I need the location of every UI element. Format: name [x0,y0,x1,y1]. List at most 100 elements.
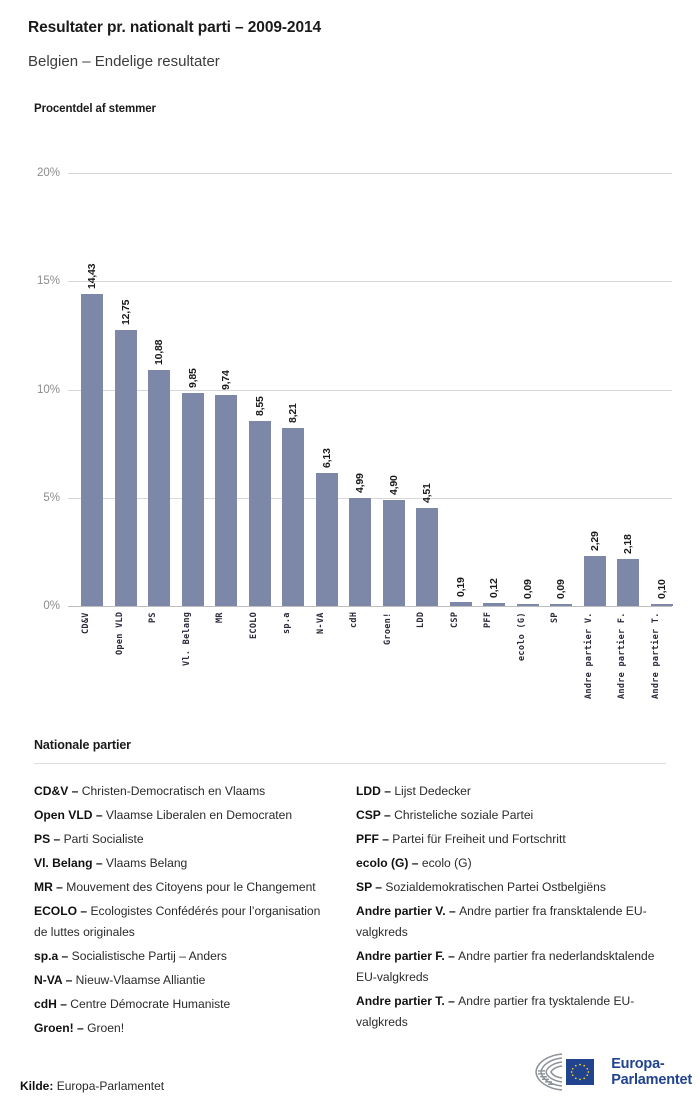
legend-item: Andre partier F. – Andre partier fra ned… [356,946,656,988]
x-tick-label: CD&V [81,612,91,634]
legend-abbreviation: sp.a – [34,949,72,963]
legend-abbreviation: Andre partier T. – [356,994,459,1008]
y-tick-label: 5% [43,491,60,504]
bar[interactable] [449,601,472,606]
legend-item: Vl. Belang – Vlaams Belang [34,853,334,874]
legend-abbreviation: CSP – [356,808,395,822]
legend-full-name: Ecologistes Confédérés pour l’organisati… [34,904,321,939]
bar[interactable] [416,508,438,606]
bar-value-label: 8,21 [287,403,299,424]
logo-line-1: Europa- [611,1056,665,1072]
legend-item: PS – Parti Socialiste [34,829,334,850]
x-tick-label: Andre partier F. [617,612,627,699]
legend-column-right: LDD – Lijst Dedecker CSP – Christeliche s… [356,781,656,1042]
bar-value-label: 4,51 [421,483,433,504]
x-tick-label: Open VLD [114,612,125,656]
legend-full-name: Andre partier fra tysktalende EU-valgkre… [356,994,635,1029]
y-axis-caption: Procentdel af stemmer [34,103,156,115]
legend-abbreviation: PS – [34,832,64,846]
legend-item: CD&V – Christen-Democratisch en Vlaams [34,781,334,802]
bar-value-label: 0,09 [521,579,534,600]
legend-column-left: CD&V – Christen-Democratisch en Vlaams Op… [34,781,334,1042]
legend-abbreviation: Andre partier V. – [356,904,460,918]
x-tick-label: PFF [483,612,493,629]
bar-value-label: 0,12 [488,578,500,599]
source-label: Kilde: [20,1079,54,1093]
x-tick-label: LDD [416,612,426,629]
x-tick-label: SP [550,612,560,623]
y-tick-label: 10% [36,383,60,396]
legend-abbreviation: Groen! – [34,1021,88,1035]
bar[interactable] [382,499,405,606]
logo-line-2: Parlamentet [611,1072,692,1088]
gridline [68,389,672,391]
bar[interactable] [81,293,103,606]
legend-full-name: Andre partier fra fransktalende EU-valgk… [356,904,647,939]
bar[interactable] [248,420,271,606]
legend-full-name: Lijst Dedecker [394,784,471,798]
bar-value-label: 2,18 [622,534,634,554]
legend-full-name: Nieuw-Vlaamse Alliantie [75,973,206,987]
x-tick-label: ecolo (G) [516,612,527,661]
gridline [68,173,672,174]
bar[interactable] [114,329,137,606]
bar[interactable] [650,603,673,606]
bar[interactable] [215,395,237,606]
bar-value-label: 0,10 [655,579,668,599]
x-tick-label: Groen! [382,612,393,645]
legend-full-name: Partei für Freiheit und Fortschritt [392,832,566,846]
bar[interactable] [617,558,639,606]
source-note: Kilde: Europa-Parlamentet [20,1079,164,1093]
legend-full-name: ecolo (G) [421,856,472,870]
x-tick-label: cdH [349,612,359,629]
gridline [68,281,672,283]
x-tick-label: MR [215,612,225,623]
bar-value-label: 8,55 [253,396,266,416]
legend-abbreviation: ecolo (G) – [356,856,422,870]
legend-item: CSP – Christeliche soziale Partei [356,805,656,826]
hemicycle-icon [535,1053,595,1091]
bar-value-label: 6,13 [320,448,333,469]
bar-value-label: 4,90 [387,475,400,495]
legend-full-name: Sozialdemokratischen Partei Ostbelgiëns [385,880,606,894]
y-tick-label: 0% [43,600,60,612]
bar-value-label: 10,88 [153,340,165,366]
x-tick-label: N-VA [315,612,326,634]
legend-abbreviation: Andre partier F. – [356,949,459,963]
page-subtitle: Belgien – Endelige resultater [28,53,220,70]
legend-divider [34,763,666,764]
logo-wordmark: Europa- Parlamentet [611,1056,692,1088]
legend-abbreviation: cdH – [34,997,71,1011]
bar[interactable] [483,603,505,606]
legend-full-name: Andre partier fra nederlandsktalende EU-… [356,949,655,984]
legend-item: sp.a – Socialistische Partij – Anders [34,946,334,967]
x-axis-line [68,606,672,607]
legend-full-name: Centre Démocrate Humaniste [70,997,231,1011]
chart-header: Resultater pr. nationalt parti – 2009-20… [28,18,678,72]
bar[interactable] [148,370,170,606]
legend-item: ecolo (G) – ecolo (G) [356,853,656,874]
bar[interactable] [516,604,539,606]
legend-abbreviation: LDD – [356,784,395,798]
bar[interactable] [550,604,572,606]
bar[interactable] [315,473,338,606]
bar-value-label: 14,43 [86,263,98,289]
y-tick-label: 15% [36,275,60,288]
bar[interactable] [181,392,204,606]
bar-chart: 0% 5% 10% 15% 20% 14,43 12,75 10,88 9,85 9,74 8,5… [36,167,673,699]
legend-item: cdH – Centre Démocrate Humaniste [34,994,334,1015]
legend-abbreviation: PFF – [356,832,393,846]
legend-abbreviation: CD&V – [34,784,82,798]
legend-full-name: Vlaams Belang [105,856,188,870]
legend-full-name: Mouvement des Citoyens pour le Changemen… [66,880,316,894]
x-tick-label: Andre partier V. [583,612,594,699]
bar-value-label: 12,75 [119,299,132,325]
legend-full-name: Parti Socialiste [63,832,144,846]
bar-value-label: 9,85 [186,368,199,388]
bar[interactable] [583,556,606,606]
bar[interactable] [282,428,304,606]
bar-value-label: 2,29 [588,531,601,552]
x-tick-label: sp.a [282,612,292,634]
bar[interactable] [349,497,371,606]
legend-abbreviation: N-VA – [34,973,76,987]
